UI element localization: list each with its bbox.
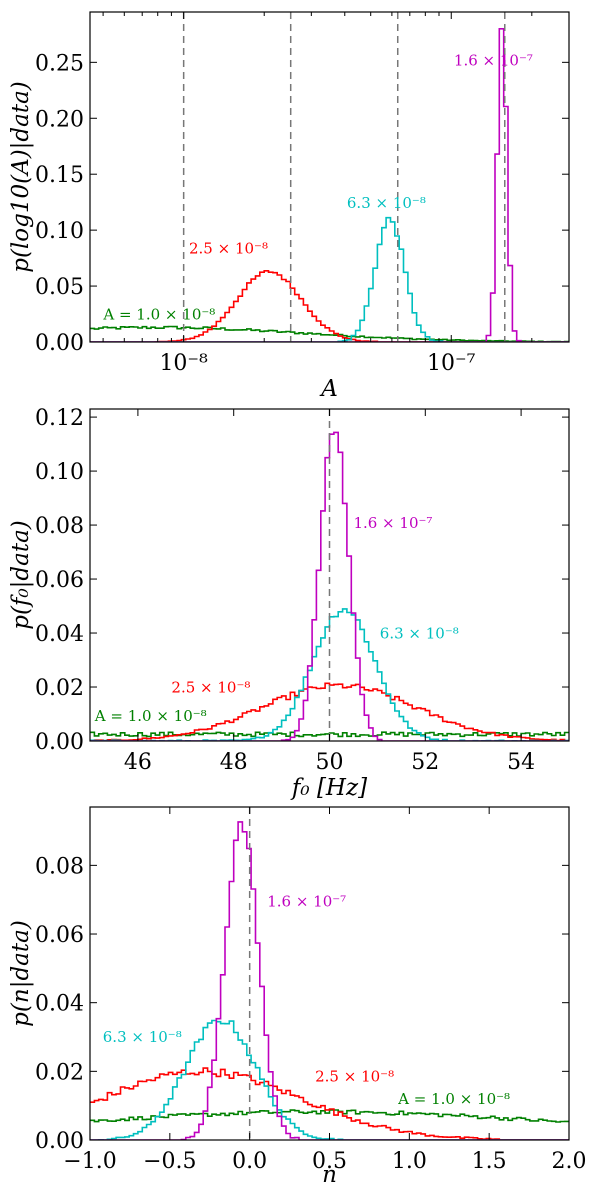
series-annotation-2: 2.5 × 10⁻⁸	[171, 678, 250, 696]
histogram-series-2	[90, 270, 569, 342]
x-tick-label: 50	[316, 750, 344, 775]
series-annotation-2: 2.5 × 10⁻⁸	[315, 1068, 394, 1086]
x-tick-label: 46	[124, 750, 152, 775]
series-annotation-3: 6.3 × 10⁻⁸	[347, 194, 426, 212]
y-tick-label: 0.25	[35, 51, 84, 76]
y-tick-label: 0.04	[35, 622, 84, 647]
x-tick-label: 0.0	[232, 1149, 267, 1174]
y-tick-label: 0.10	[35, 460, 84, 485]
y-tick-label: 0.05	[35, 275, 84, 300]
chart-panel-1: 10⁻⁸ 10⁻⁷ 0.00 0.05 0.10 0.15 0.20 0.25 Ap(log10…	[8, 11, 570, 402]
chart-panel-2: 46 48 50 52 54 0.00 0.02 0.04 0.06 0.08 0.10 0.12 f₀…	[8, 406, 570, 801]
histogram-series-3	[90, 216, 569, 342]
x-tick-label: 48	[220, 750, 248, 775]
y-tick-label: 0.06	[35, 923, 84, 948]
x-tick-label: 1.5	[472, 1149, 507, 1174]
series-annotation-1: A = 1.0 × 10⁻⁸	[94, 707, 207, 725]
y-tick-label: 0.08	[35, 854, 84, 879]
x-tick-label: 54	[507, 750, 535, 775]
histogram-series-4	[90, 431, 569, 741]
x-tick-label: −1.0	[63, 1149, 116, 1174]
x-tick-label: 2.0	[552, 1149, 587, 1174]
y-tick-label: 0.10	[35, 219, 84, 244]
y-tick-label: 0.06	[35, 568, 84, 593]
y-tick-label: 0.00	[35, 1129, 84, 1154]
x-tick-label: −0.5	[143, 1149, 196, 1174]
series-annotation-4: 1.6 × 10⁻⁷	[353, 514, 432, 532]
y-axis-label: p(n|data)	[8, 920, 34, 1027]
series-annotation-3: 6.3 × 10⁻⁸	[103, 1028, 182, 1046]
y-tick-label: 0.00	[35, 730, 84, 755]
x-tick-label: 0.5	[312, 1149, 347, 1174]
y-tick-label: 0.15	[35, 163, 84, 188]
series-annotation-1: A = 1.0 × 10⁻⁸	[397, 1090, 510, 1108]
y-axis-label: p(log10(A)|data)	[8, 81, 34, 273]
x-tick-label: 10⁻⁸	[159, 351, 208, 376]
y-tick-label: 0.08	[35, 514, 84, 539]
histogram-series-2	[90, 1067, 569, 1140]
x-axis-label: f₀ [Hz]	[290, 775, 367, 801]
y-axis-label: p(f₀|data)	[8, 520, 34, 630]
histogram-series-4	[90, 28, 569, 342]
x-tick-label: 1.0	[392, 1149, 427, 1174]
series-annotation-4: 1.6 × 10⁻⁷	[267, 893, 346, 911]
y-tick-label: 0.02	[35, 676, 84, 701]
chart-panel-3: −1.0 −0.5 0.0 0.5 1.0 1.5 2.0 0.00 0.02 0.04 0.06 0…	[8, 806, 587, 1188]
x-axis-label: n	[322, 1162, 337, 1188]
series-annotation-4: 1.6 × 10⁻⁷	[454, 52, 533, 70]
series-annotation-3: 6.3 × 10⁻⁸	[380, 624, 459, 642]
series-annotation-2: 2.5 × 10⁻⁸	[189, 240, 268, 258]
y-tick-label: 0.04	[35, 992, 84, 1017]
y-tick-label: 0.02	[35, 1060, 84, 1085]
x-axis-label: A	[319, 376, 338, 402]
x-tick-label: 10⁻⁷	[427, 351, 476, 376]
x-tick-label: 52	[411, 750, 439, 775]
y-tick-label: 0.20	[35, 107, 84, 132]
series-annotation-1: A = 1.0 × 10⁻⁸	[102, 306, 215, 324]
histogram-series-1	[90, 1109, 569, 1123]
y-tick-label: 0.00	[35, 331, 84, 356]
y-tick-label: 0.12	[35, 406, 84, 431]
plot-frame	[89, 11, 570, 343]
